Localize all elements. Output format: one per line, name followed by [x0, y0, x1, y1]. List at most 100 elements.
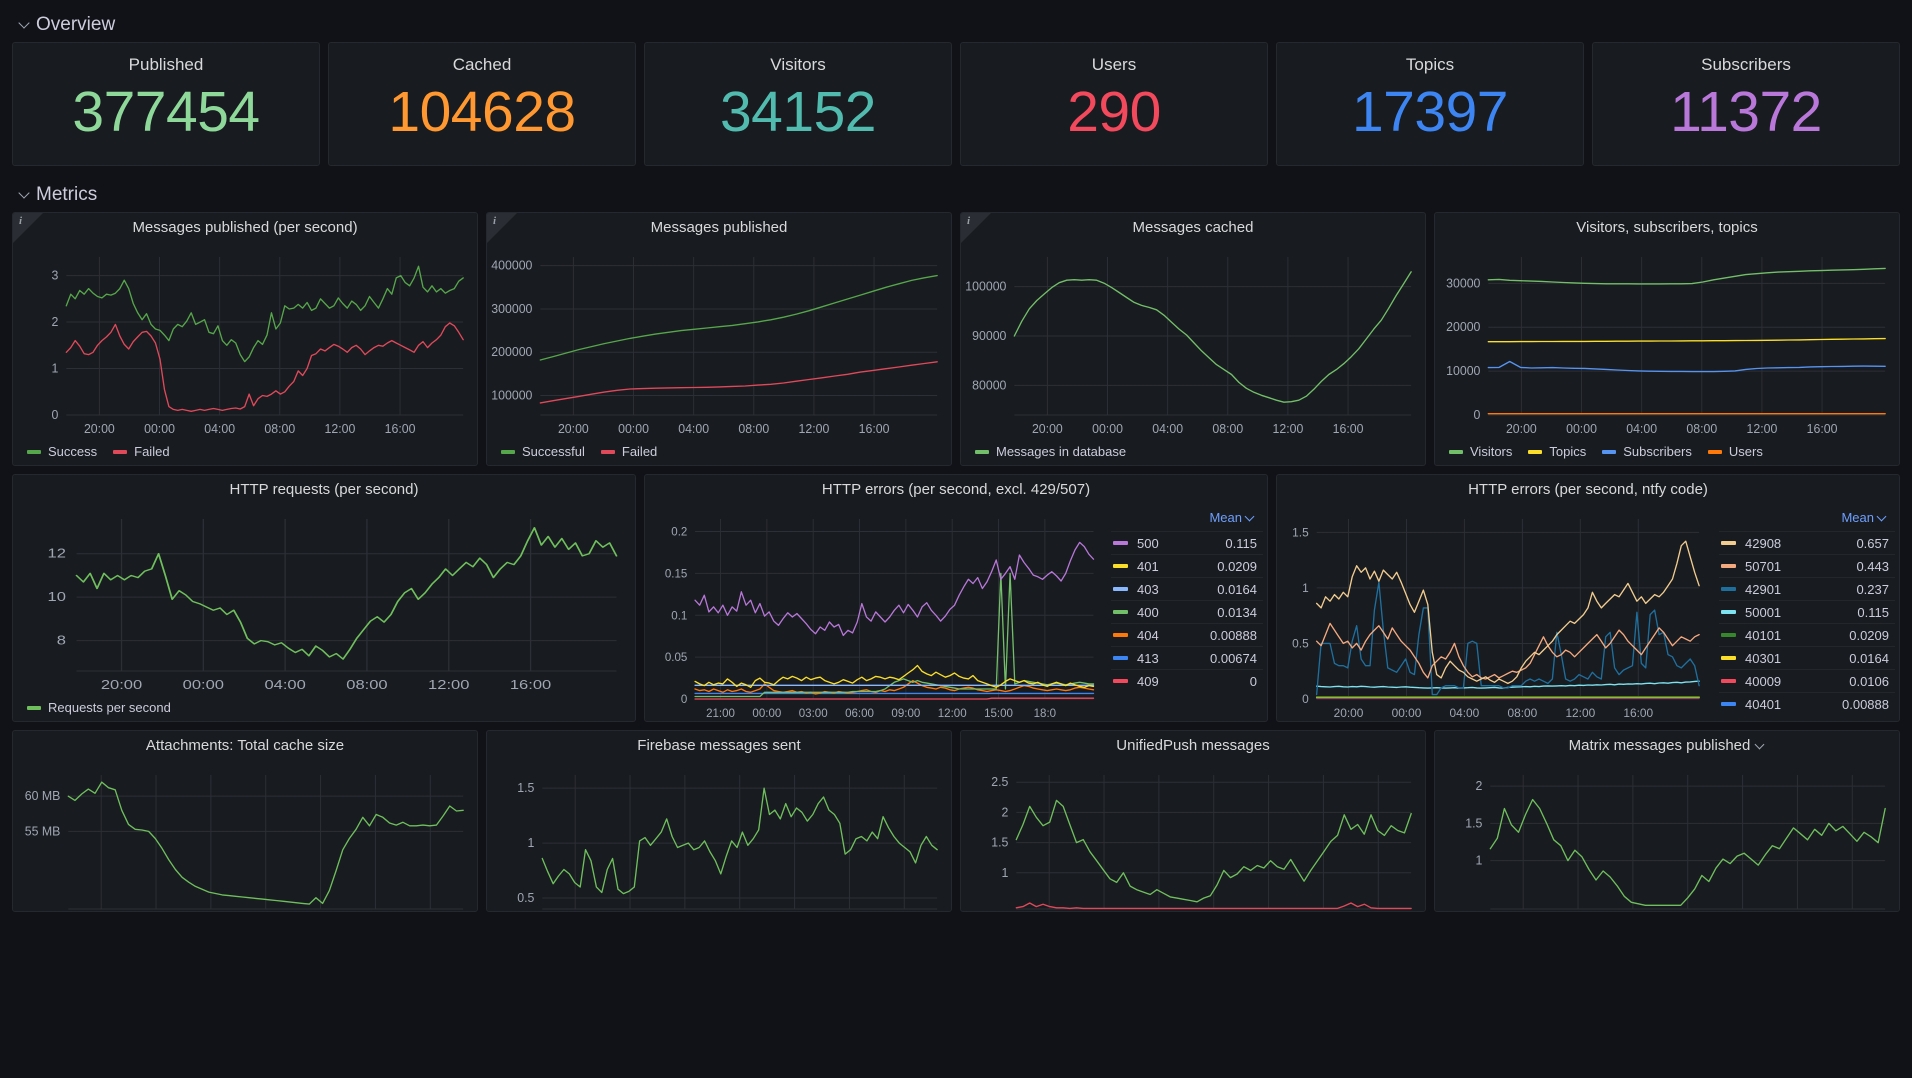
- panel-row-3: Attachments: Total cache size 55 MB 60 MB F…: [10, 730, 1902, 912]
- panel-title-text: Messages published: [650, 218, 788, 236]
- legend-table-row[interactable]: 401 0.0209: [1111, 554, 1263, 577]
- legend-color-swatch: [1707, 449, 1722, 454]
- stat-panel-subscribers[interactable]: Subscribers 11372: [1592, 42, 1900, 166]
- panel-title[interactable]: HTTP errors (per second, ntfy code): [1468, 481, 1708, 498]
- panel-header: Visitors, subscribers, topics: [1435, 213, 1899, 241]
- panel-plot-area[interactable]: 1 1.5 2 2.5: [961, 759, 1425, 911]
- panel-firebase-messages-sent[interactable]: Firebase messages sent 0.5 1 1.5: [486, 730, 952, 912]
- legend-item[interactable]: Topics: [1528, 444, 1586, 459]
- panel-title[interactable]: Matrix messages published: [1569, 737, 1766, 754]
- panel-http-errors-ntfy[interactable]: HTTP errors (per second, ntfy code) 0 0.5 1…: [1276, 474, 1900, 722]
- panel-plot-area[interactable]: 0 0.5 1 1.5 20:00 00:00 04:00 08:00 12:00 16:00: [1277, 503, 1713, 721]
- legend-table-row[interactable]: 413 0.00674: [1111, 646, 1263, 669]
- legend-table-row[interactable]: 42908 0.657: [1719, 531, 1895, 554]
- legend-item[interactable]: Success: [27, 444, 97, 459]
- legend-table-row[interactable]: 400 0.0134: [1111, 600, 1263, 623]
- panel-http-requests-per-second[interactable]: HTTP requests (per second) 8 10 12 20:00 00:0…: [12, 474, 636, 722]
- panel-title[interactable]: Messages published (per second): [132, 219, 357, 236]
- panel-unifiedpush-messages[interactable]: UnifiedPush messages 1 1.5 2 2.5: [960, 730, 1426, 912]
- legend-table-row[interactable]: 403 0.0164: [1111, 577, 1263, 600]
- panel-info-corner: [487, 213, 517, 243]
- legend-series-name: 401: [1137, 558, 1159, 574]
- panel-title[interactable]: Attachments: Total cache size: [146, 737, 344, 754]
- stat-panel-users[interactable]: Users 290: [960, 42, 1268, 166]
- stat-panel-visitors[interactable]: Visitors 34152: [644, 42, 952, 166]
- section-header-overview[interactable]: Overview: [20, 10, 1902, 40]
- stat-panel-topics[interactable]: Topics 17397: [1276, 42, 1584, 166]
- stat-panel-cached[interactable]: Cached 104628: [328, 42, 636, 166]
- panel-plot-area[interactable]: 100000 200000 300000 400000 20:00 00:00 04:00 0…: [487, 241, 951, 439]
- legend-sort-header[interactable]: Mean: [1111, 507, 1263, 531]
- section-title-metrics: Metrics: [36, 184, 98, 205]
- section-header-metrics[interactable]: Metrics: [20, 180, 1902, 210]
- panel-matrix-messages-published[interactable]: Matrix messages published 1 1.5 2: [1434, 730, 1900, 912]
- panel-http-errors-excl[interactable]: HTTP errors (per second, excl. 429/507) 0…: [644, 474, 1268, 722]
- legend-item[interactable]: Successful: [501, 444, 585, 459]
- panel-messages-published[interactable]: i Messages published 100000 200000 300000 400…: [486, 212, 952, 466]
- legend-item[interactable]: Users: [1707, 444, 1763, 459]
- legend-table-row[interactable]: 40101 0.0209: [1719, 623, 1895, 646]
- panel-plot-area[interactable]: 0 10000 20000 30000 20:00 00:00 04:00 08:00 12:0…: [1435, 241, 1899, 439]
- legend-mean-value: 0.00888: [1842, 696, 1889, 712]
- legend-item[interactable]: Requests per second: [27, 700, 171, 715]
- info-icon[interactable]: i: [967, 215, 971, 227]
- chevron-down-icon[interactable]: [1756, 741, 1765, 750]
- info-icon[interactable]: i: [493, 215, 497, 227]
- legend-table-row[interactable]: 40301 0.0164: [1719, 646, 1895, 669]
- panel-messages-published-per-second[interactable]: i Messages published (per second) 0 1 2 3 20:0…: [12, 212, 478, 466]
- panel-plot-area[interactable]: 80000 90000 100000 20:00 00:00 04:00 08:00 12:0…: [961, 241, 1425, 439]
- panel-plot-area[interactable]: 0 0.05 0.1 0.15 0.2 21:00 00:00 03:00 06:00 09:00…: [645, 503, 1107, 721]
- svg-text:00:00: 00:00: [1566, 422, 1597, 436]
- legend-table-row[interactable]: 404 0.00888: [1111, 623, 1263, 646]
- panel-plot-area[interactable]: 1 1.5 2: [1435, 759, 1899, 911]
- svg-text:12: 12: [48, 548, 66, 562]
- panel-plot-area[interactable]: 8 10 12 20:00 00:00 04:00 08:00 12:00 16:00: [13, 503, 635, 695]
- panel-title[interactable]: HTTP errors (per second, excl. 429/507): [822, 481, 1090, 498]
- svg-text:12:00: 12:00: [1272, 422, 1303, 436]
- legend-series-name: 42901: [1745, 581, 1782, 597]
- panel-title[interactable]: UnifiedPush messages: [1116, 737, 1269, 754]
- panel-title[interactable]: Firebase messages sent: [637, 737, 800, 754]
- legend-sort-header[interactable]: Mean: [1719, 507, 1895, 531]
- panel-visitors-subscribers-topics[interactable]: Visitors, subscribers, topics 0 10000 20000…: [1434, 212, 1900, 466]
- svg-text:1: 1: [52, 361, 59, 375]
- legend-table-row[interactable]: 50701 0.443: [1719, 554, 1895, 577]
- legend-mean-value: 0.0209: [1849, 627, 1889, 643]
- legend-label: Successful: [522, 444, 585, 459]
- panel-header: HTTP requests (per second): [13, 475, 635, 503]
- legend-table-row[interactable]: 409 0: [1111, 669, 1263, 692]
- panel-plot-area[interactable]: 55 MB 60 MB: [13, 759, 477, 911]
- panel-header: HTTP errors (per second, excl. 429/507): [645, 475, 1267, 503]
- legend-table-row[interactable]: 50001 0.115: [1719, 600, 1895, 623]
- panel-title[interactable]: HTTP requests (per second): [230, 481, 419, 498]
- panel-title[interactable]: Messages published: [651, 219, 788, 236]
- stat-panel-published[interactable]: Published 377454: [12, 42, 320, 166]
- panel-plot-area[interactable]: 0 1 2 3 20:00 00:00 04:00 08:00 12:00 16:00: [13, 241, 477, 439]
- svg-text:60 MB: 60 MB: [25, 789, 61, 803]
- panel-title-text: Visitors, subscribers, topics: [1576, 218, 1758, 236]
- svg-text:04:00: 04:00: [204, 422, 235, 436]
- panel-messages-cached[interactable]: i Messages cached 80000 90000 100000 20:00 00:…: [960, 212, 1426, 466]
- panel-attachments-total-cache-size[interactable]: Attachments: Total cache size 55 MB 60 MB: [12, 730, 478, 912]
- svg-text:0: 0: [52, 408, 59, 422]
- panel-header: Messages published (per second): [13, 213, 477, 241]
- stat-title: Visitors: [770, 55, 826, 74]
- info-icon[interactable]: i: [19, 215, 23, 227]
- stat-title: Cached: [452, 55, 512, 74]
- legend-item[interactable]: Visitors: [1449, 444, 1512, 459]
- panel-title[interactable]: Messages cached: [1133, 219, 1254, 236]
- svg-text:1: 1: [1002, 866, 1009, 880]
- legend-table-row[interactable]: 40009 0.0106: [1719, 669, 1895, 692]
- legend-table-row[interactable]: 40401 0.00888: [1719, 692, 1895, 715]
- panel-plot-area[interactable]: 0.5 1 1.5: [487, 759, 951, 911]
- svg-text:20:00: 20:00: [1506, 422, 1537, 436]
- legend-color-swatch: [27, 705, 41, 710]
- legend-item[interactable]: Failed: [600, 444, 657, 459]
- panel-title[interactable]: Visitors, subscribers, topics: [1576, 219, 1757, 236]
- legend-item[interactable]: Subscribers: [1602, 444, 1692, 459]
- legend-item[interactable]: Messages in database: [975, 444, 1126, 459]
- legend-table-row[interactable]: 42901 0.237: [1719, 577, 1895, 600]
- legend-item[interactable]: Failed: [113, 444, 170, 459]
- panel-title-text: Attachments: Total cache size: [145, 736, 345, 754]
- legend-table-row[interactable]: 500 0.115: [1111, 531, 1263, 554]
